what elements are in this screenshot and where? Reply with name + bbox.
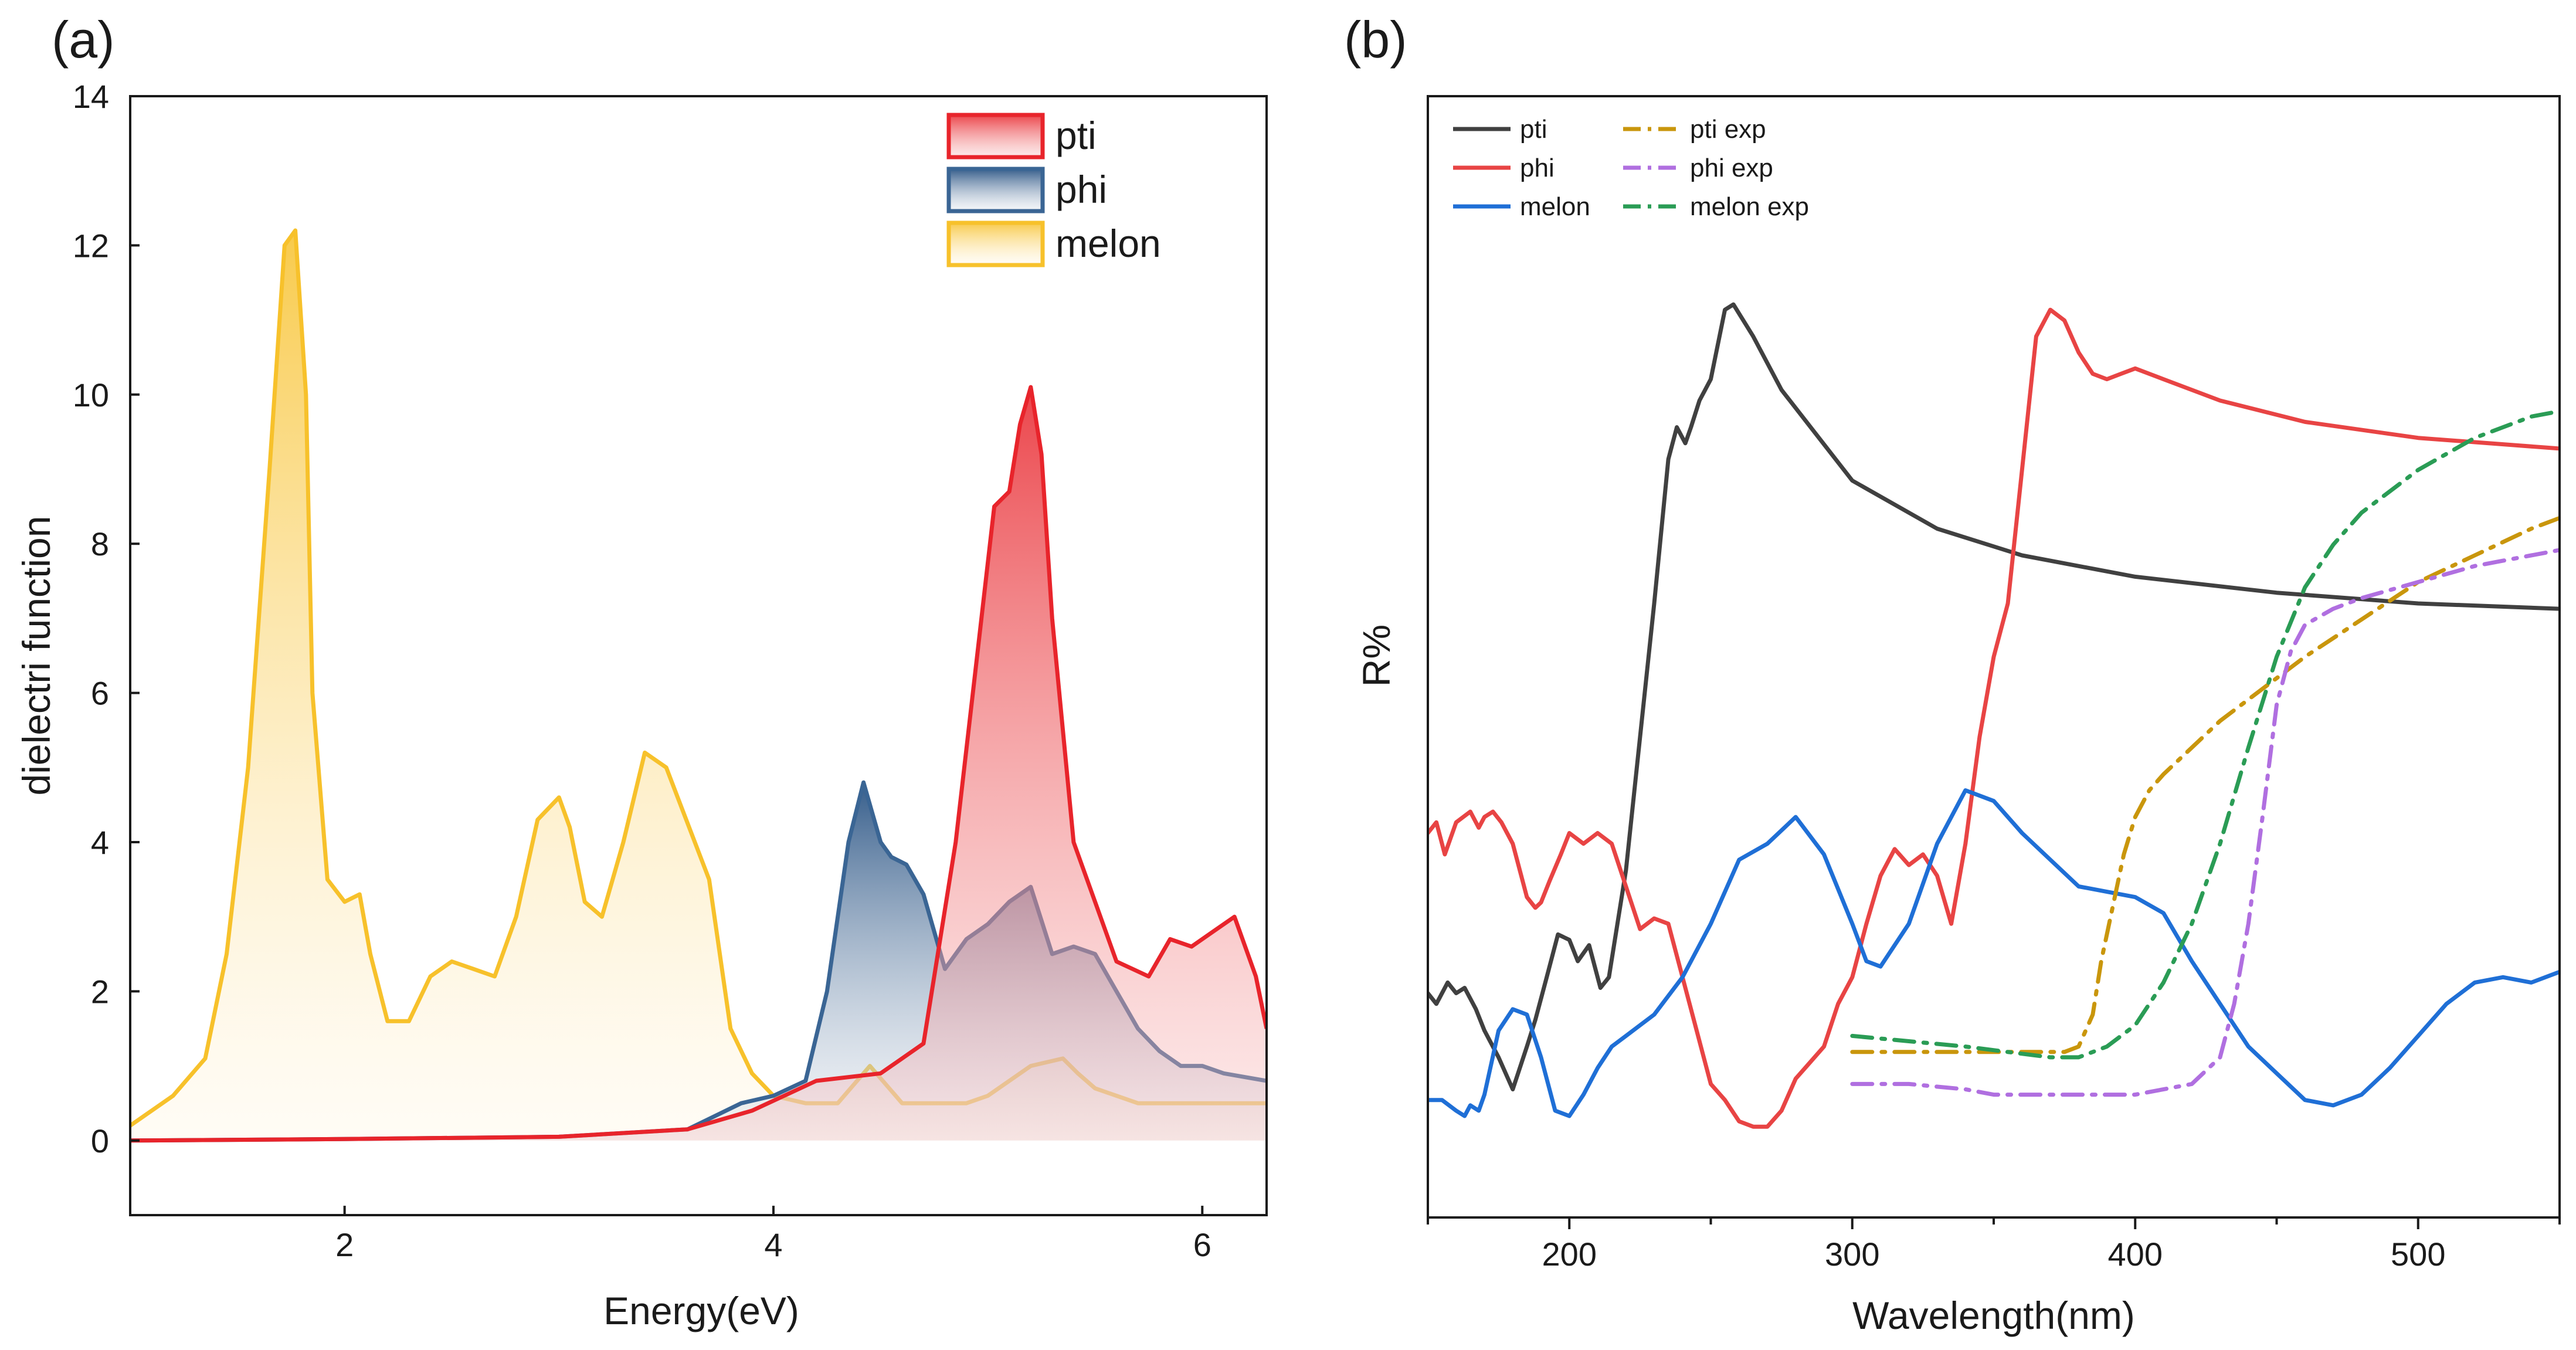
y-tick-label: 10 bbox=[73, 376, 109, 413]
legend-melon-swatch bbox=[946, 221, 1045, 267]
legend-melon-exp-label: melon exp bbox=[1690, 192, 1809, 221]
y-tick-label: 4 bbox=[91, 824, 109, 861]
x-tick-label: 400 bbox=[2108, 1236, 2163, 1273]
x-tick-label: 4 bbox=[764, 1226, 782, 1263]
panel-a-xlabel: Energy(eV) bbox=[603, 1289, 799, 1332]
x-tick-label: 500 bbox=[2391, 1236, 2445, 1273]
legend-pti-label: pti bbox=[1055, 114, 1097, 157]
panel-a: (a) 2 4 6 0 2 4 6 8 10 12 14 Energy(eV) dielectri … bbox=[15, 11, 1268, 1332]
panel-b-lines bbox=[1428, 302, 2560, 1129]
legend-melon-label: melon bbox=[1055, 222, 1161, 265]
legend-pti-label: pti bbox=[1520, 115, 1547, 144]
y-tick-label: 2 bbox=[91, 973, 109, 1010]
x-tick-label: 300 bbox=[1825, 1236, 1879, 1273]
series-melon-area bbox=[130, 230, 1267, 1141]
series-melon-exp-line bbox=[1850, 409, 2560, 1060]
panel-b: (b) 200 300 400 500 Wavelength(nm) R% pti ph… bbox=[1344, 11, 2561, 1337]
series-melon-line bbox=[1428, 788, 2560, 1118]
series-pti-area bbox=[130, 387, 1267, 1141]
legend-phi-label: phi bbox=[1520, 154, 1555, 182]
y-tick-label: 6 bbox=[91, 675, 109, 712]
y-tick-label: 8 bbox=[91, 525, 109, 562]
x-tick-label: 200 bbox=[1542, 1236, 1597, 1273]
series-phi-exp-line bbox=[1850, 548, 2560, 1097]
legend-phi-exp-label: phi exp bbox=[1690, 154, 1773, 182]
y-tick-label: 0 bbox=[91, 1122, 109, 1159]
legend-pti-exp-label: pti exp bbox=[1690, 115, 1766, 144]
panel-b-ticks: 200 300 400 500 bbox=[1427, 1217, 2561, 1273]
y-tick-label: 14 bbox=[73, 78, 109, 115]
panel-a-ylabel: dielectri function bbox=[15, 516, 58, 796]
x-tick-label: 2 bbox=[335, 1226, 354, 1263]
legend-melon-label: melon bbox=[1520, 192, 1590, 221]
legend-phi-swatch bbox=[946, 167, 1045, 213]
panel-b-legend: pti phi melon pti exp phi exp melon exp bbox=[1453, 115, 1809, 221]
series-pti-exp-line bbox=[1850, 515, 2560, 1054]
panel-b-xlabel: Wavelength(nm) bbox=[1852, 1294, 2135, 1337]
series-pti-line bbox=[1428, 302, 2560, 1091]
panel-b-label: (b) bbox=[1344, 11, 1407, 69]
panel-a-ticks: 2 4 6 0 2 4 6 8 10 12 14 bbox=[73, 78, 1211, 1263]
x-tick-label: 6 bbox=[1193, 1226, 1211, 1263]
panel-a-frame bbox=[129, 95, 1268, 1216]
panel-a-label: (a) bbox=[52, 11, 115, 69]
y-tick-label: 12 bbox=[73, 227, 109, 264]
series-phi-line bbox=[1428, 307, 2560, 1129]
legend-pti-swatch bbox=[946, 113, 1045, 160]
panel-b-ylabel: R% bbox=[1355, 625, 1398, 687]
legend-phi-label: phi bbox=[1055, 168, 1107, 211]
panel-a-legend: pti phi melon bbox=[946, 113, 1161, 267]
panel-a-areas bbox=[130, 228, 1267, 1143]
series-pti-line bbox=[130, 385, 1267, 1143]
